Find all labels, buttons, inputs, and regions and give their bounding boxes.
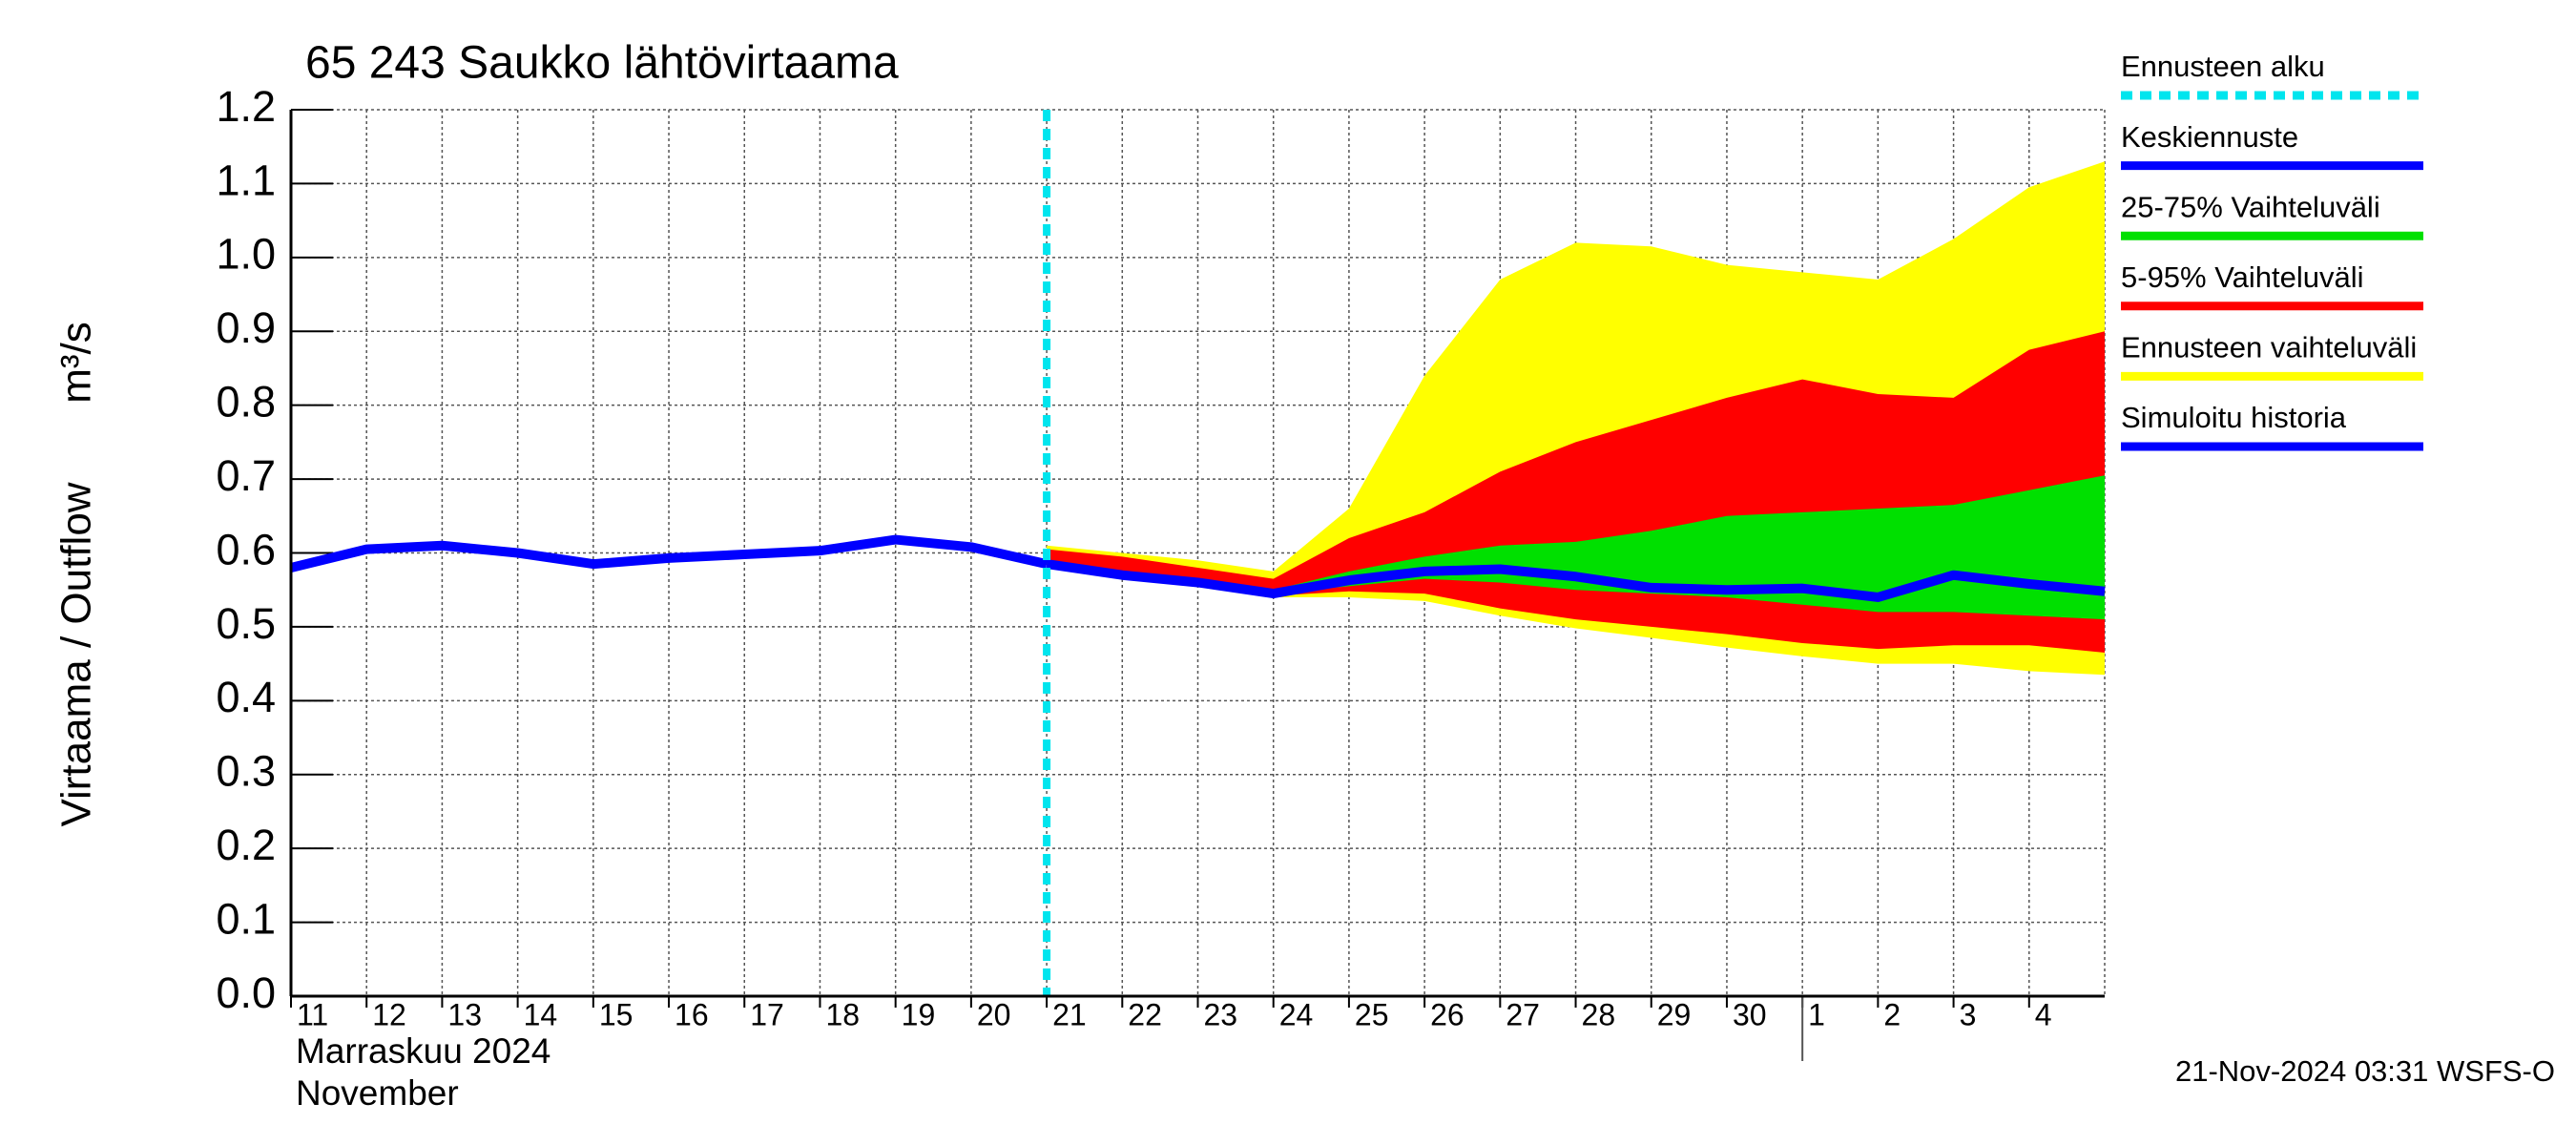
x-tick-label: 2 xyxy=(1883,997,1901,1031)
y-tick-label: 1.2 xyxy=(216,82,276,131)
x-tick-label: 14 xyxy=(524,997,558,1031)
x-tick-label: 29 xyxy=(1657,997,1692,1031)
series-line xyxy=(289,534,1049,572)
legend-label: 5-95% Vaihteluväli xyxy=(2121,260,2363,294)
y-tick-label: 0.2 xyxy=(216,821,276,869)
y-tick-label: 0.3 xyxy=(216,747,276,796)
y-tick-label: 0.0 xyxy=(216,968,276,1017)
x-tick-label: 22 xyxy=(1128,997,1162,1031)
y-axis-label: Virtaama / Outflow xyxy=(53,482,100,826)
month-label: Marraskuu 2024 xyxy=(296,1031,551,1071)
y-tick-label: 0.8 xyxy=(216,378,276,427)
y-axis-unit: m³/s xyxy=(53,322,100,404)
month-label: November xyxy=(296,1073,459,1113)
y-tick-label: 0.5 xyxy=(216,599,276,648)
legend-label: Simuloitu historia xyxy=(2121,401,2347,434)
x-tick-label: 12 xyxy=(372,997,406,1031)
legend-label: Ennusteen vaihteluväli xyxy=(2121,331,2417,364)
x-tick-label: 17 xyxy=(750,997,784,1031)
x-tick-label: 4 xyxy=(2035,997,2052,1031)
y-tick-label: 0.7 xyxy=(216,451,276,500)
x-tick-label: 20 xyxy=(977,997,1011,1031)
x-tick-label: 23 xyxy=(1204,997,1238,1031)
y-tick-label: 0.9 xyxy=(216,303,276,352)
y-tick-label: 0.4 xyxy=(216,673,276,721)
x-tick-label: 15 xyxy=(599,997,634,1031)
y-tick-label: 1.1 xyxy=(216,156,276,204)
x-tick-label: 3 xyxy=(1960,997,1977,1031)
legend-label: Keskiennuste xyxy=(2121,120,2298,154)
x-tick-label: 21 xyxy=(1052,997,1087,1031)
x-tick-label: 18 xyxy=(825,997,860,1031)
x-tick-label: 24 xyxy=(1279,997,1314,1031)
timestamp: 21-Nov-2024 03:31 WSFS-O xyxy=(2175,1054,2555,1088)
legend-label: Ennusteen alku xyxy=(2121,50,2325,83)
x-tick-label: 1 xyxy=(1808,997,1825,1031)
y-tick-label: 0.6 xyxy=(216,525,276,573)
x-tick-label: 27 xyxy=(1506,997,1540,1031)
series-line xyxy=(1046,559,2106,602)
x-tick-label: 16 xyxy=(675,997,709,1031)
x-tick-label: 25 xyxy=(1355,997,1389,1031)
x-tick-label: 19 xyxy=(902,997,936,1031)
x-tick-label: 28 xyxy=(1582,997,1616,1031)
x-tick-label: 13 xyxy=(447,997,482,1031)
y-tick-label: 1.0 xyxy=(216,230,276,279)
x-tick-label: 30 xyxy=(1733,997,1767,1031)
chart-title: 65 243 Saukko lähtövirtaama xyxy=(305,38,899,89)
x-tick-label: 11 xyxy=(297,997,328,1031)
y-tick-label: 0.1 xyxy=(216,894,276,943)
legend-label: 25-75% Vaihteluväli xyxy=(2121,190,2380,223)
x-tick-label: 26 xyxy=(1430,997,1465,1031)
